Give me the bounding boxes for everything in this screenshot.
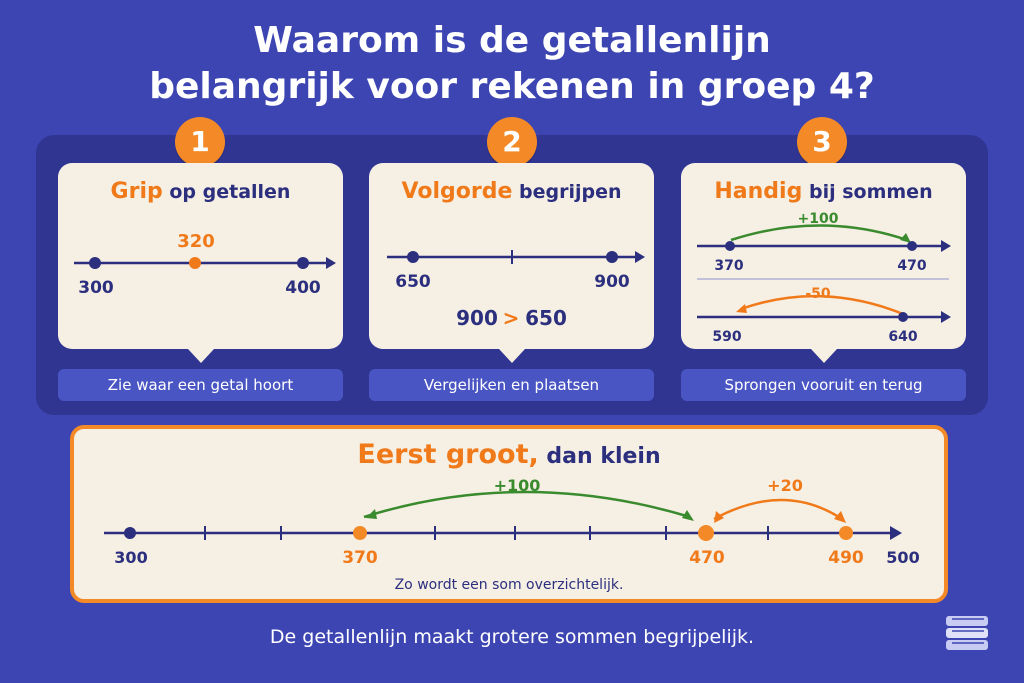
badge-2: 2	[487, 117, 537, 167]
label-300: 300	[114, 548, 147, 567]
label-320: 320	[177, 231, 215, 252]
point-490	[839, 526, 853, 540]
arrow-head-icon	[941, 311, 951, 323]
label-300: 300	[78, 278, 114, 298]
footer-text: De getallenlijn maakt grotere sommen beg…	[269, 626, 755, 648]
label-370: 370	[342, 548, 378, 568]
card-3-heading: Handig bij sommen	[681, 179, 966, 204]
point-470	[698, 525, 714, 541]
point-470	[907, 241, 917, 251]
jump-minus-50-label: -50	[805, 286, 831, 302]
arrow-head-icon	[326, 257, 336, 269]
arrow-head-icon	[941, 240, 951, 252]
label-900: 900	[594, 272, 630, 292]
point-300	[124, 527, 136, 539]
arrow-head-icon	[714, 511, 724, 523]
label-470: 470	[897, 258, 926, 274]
card-grip: Grip op getallen 300 320 400	[58, 163, 343, 363]
card-volgorde: Volgorde begrijpen 650 900 900 > 650	[369, 163, 654, 363]
arrow-head-icon	[736, 304, 747, 313]
label-640: 640	[888, 329, 917, 345]
bottom-number-line: +100 +20 300 370 470 490 500	[104, 476, 920, 568]
label-490: 490	[828, 548, 864, 568]
arrow-head-icon	[635, 251, 645, 263]
point-300	[89, 257, 101, 269]
bottom-card: Eerst groot, dan klein +100 +20 300 370 …	[70, 425, 948, 603]
jump-small-label: +20	[767, 476, 803, 495]
bottom-heading: Eerst groot, dan klein	[74, 439, 944, 470]
card-1-heading-rest: op getallen	[169, 181, 291, 203]
card-3-pointer	[810, 349, 837, 363]
label-500: 500	[886, 548, 919, 567]
card-2-caption: Vergelijken en plaatsen	[369, 369, 654, 401]
point-400	[297, 257, 309, 269]
jump-big-label: +100	[494, 476, 541, 495]
badge-1: 1	[175, 117, 225, 167]
arrow-head-icon	[834, 511, 846, 523]
book-stack-icon	[946, 616, 988, 650]
point-320	[189, 257, 201, 269]
point-650	[407, 251, 419, 263]
card-3-heading-rest: bij sommen	[808, 181, 933, 203]
card-3-caption: Sprongen vooruit en terug	[681, 369, 966, 401]
jump-arc-backward	[740, 294, 904, 316]
comparison-a: 900	[456, 306, 498, 330]
page-title: Waarom is de getallenlijn belangrijk voo…	[0, 18, 1024, 110]
jump-arc-small	[713, 498, 843, 521]
card-2-heading-rest: begrijpen	[518, 181, 622, 203]
badge-3: 3	[797, 117, 847, 167]
point-370	[725, 241, 735, 251]
comparison-operator: >	[503, 306, 520, 330]
bottom-heading-rest: dan klein	[546, 444, 661, 469]
card-2-pointer	[498, 349, 525, 363]
card-2-heading-highlight: Volgorde	[401, 179, 513, 204]
bottom-caption: Zo wordt een som overzichtelijk.	[394, 577, 624, 593]
point-370	[353, 526, 367, 540]
label-400: 400	[285, 278, 321, 298]
label-590: 590	[712, 329, 741, 345]
comparison-b: 650	[525, 306, 567, 330]
point-900	[606, 251, 618, 263]
arrow-head-icon	[890, 526, 902, 540]
arrow-head-icon	[366, 509, 377, 519]
title-line-2: belangrijk voor rekenen in groep 4?	[149, 66, 875, 107]
point-640	[898, 312, 908, 322]
card-3-heading-highlight: Handig	[714, 179, 803, 204]
jump-arc-forward	[730, 224, 908, 242]
bottom-heading-highlight: Eerst groot,	[357, 439, 539, 470]
card-1-caption: Zie waar een getal hoort	[58, 369, 343, 401]
card-3-number-lines: +100 370 470 -50 590 640	[697, 211, 951, 345]
card-1-heading-highlight: Grip	[110, 179, 163, 204]
jump-arc-big	[363, 490, 691, 519]
card-2-heading: Volgorde begrijpen	[369, 179, 654, 204]
arrow-head-icon	[900, 233, 911, 243]
card-1-heading: Grip op getallen	[58, 179, 343, 204]
jump-plus-100-label: +100	[798, 211, 839, 227]
label-650: 650	[395, 272, 431, 292]
card-handig: Handig bij sommen +100 370 470 -50 590 6…	[681, 163, 966, 363]
arrow-head-icon	[682, 510, 694, 521]
label-470: 470	[689, 548, 725, 568]
card-1-pointer	[187, 349, 214, 363]
title-line-1: Waarom is de getallenlijn	[253, 20, 771, 61]
label-370: 370	[714, 258, 743, 274]
card-2-number-line: 650 900 900 > 650	[387, 250, 645, 330]
card-1-number-line: 300 320 400	[74, 231, 336, 298]
